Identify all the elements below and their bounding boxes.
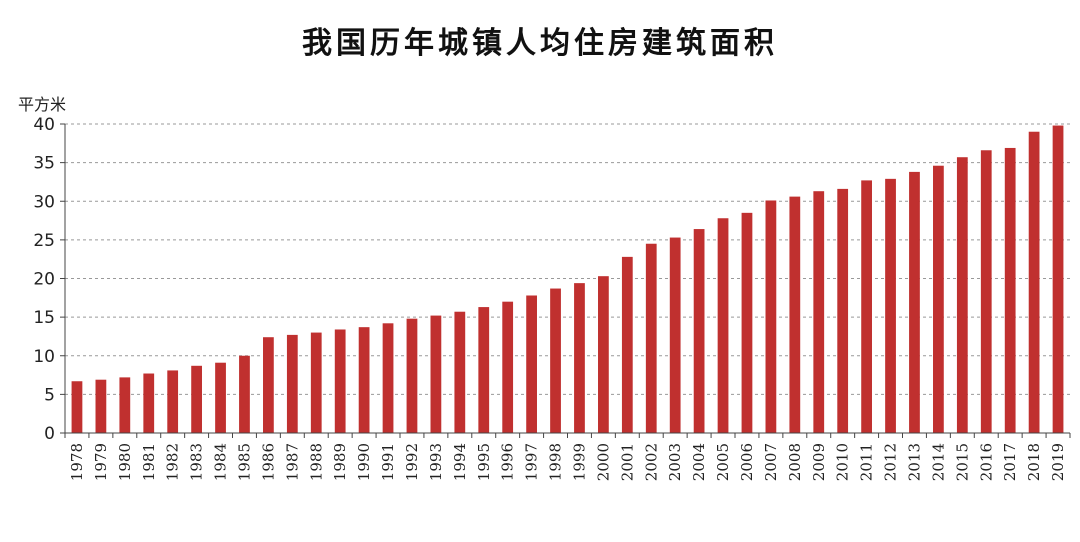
bar-2019 bbox=[1052, 125, 1064, 434]
x-tick-label: 1998 bbox=[547, 443, 565, 481]
y-tick-label: 30 bbox=[33, 192, 55, 212]
bar-2009 bbox=[813, 191, 825, 433]
x-tick-label: 1996 bbox=[499, 443, 517, 481]
bar-1995 bbox=[478, 307, 490, 433]
x-tick-label: 1979 bbox=[92, 443, 110, 481]
bar-2012 bbox=[885, 178, 896, 433]
bar-1998 bbox=[550, 288, 561, 433]
bar-2017 bbox=[1004, 147, 1016, 433]
bar-1979 bbox=[95, 379, 107, 433]
x-tick-label: 1987 bbox=[283, 443, 301, 481]
x-tick-label: 2001 bbox=[618, 443, 636, 481]
x-tick-label: 2006 bbox=[738, 443, 756, 481]
x-tick-label: 2017 bbox=[1001, 443, 1019, 481]
x-tick-label: 1995 bbox=[475, 443, 493, 481]
x-tick-label: 1978 bbox=[68, 443, 86, 481]
y-tick-label: 5 bbox=[44, 385, 55, 405]
x-tick-label: 2007 bbox=[762, 443, 780, 481]
x-tick-label: 1988 bbox=[307, 443, 325, 481]
bar-1996 bbox=[502, 301, 514, 433]
x-tick-label: 2014 bbox=[929, 443, 947, 481]
bar-1990 bbox=[358, 327, 370, 433]
bar-2001 bbox=[621, 256, 633, 433]
bar-2000 bbox=[598, 276, 609, 433]
x-tick-label: 2002 bbox=[642, 443, 660, 481]
bar-1982 bbox=[167, 370, 179, 433]
bar-2018 bbox=[1028, 131, 1040, 433]
x-tick-label: 2011 bbox=[858, 443, 876, 481]
x-tick-label: 2019 bbox=[1049, 443, 1067, 481]
bar-2014 bbox=[933, 165, 944, 433]
x-tick-label: 1993 bbox=[427, 443, 445, 481]
bar-2003 bbox=[669, 237, 681, 433]
bar-1983 bbox=[191, 365, 202, 433]
x-tick-label: 2015 bbox=[953, 443, 971, 481]
bar-1991 bbox=[382, 323, 394, 433]
bar-1986 bbox=[263, 337, 274, 433]
x-tick-label: 2018 bbox=[1025, 443, 1043, 481]
bars bbox=[71, 125, 1064, 434]
x-tick-label: 2003 bbox=[666, 443, 684, 481]
bar-1987 bbox=[286, 334, 298, 433]
x-tick-label: 1999 bbox=[570, 443, 588, 481]
bar-1999 bbox=[574, 283, 585, 433]
x-tick-label: 1986 bbox=[259, 443, 277, 481]
x-tick-label: 1982 bbox=[164, 443, 182, 481]
x-tick-label: 1984 bbox=[212, 443, 230, 481]
x-tick-label: 2016 bbox=[977, 443, 995, 481]
y-tick-label: 35 bbox=[33, 154, 55, 174]
bar-2005 bbox=[717, 218, 729, 433]
bar-1981 bbox=[143, 373, 155, 433]
x-tick-label: 2009 bbox=[810, 443, 828, 481]
x-tick-label: 2004 bbox=[690, 443, 708, 481]
bar-1980 bbox=[119, 377, 131, 433]
x-tick-label: 2005 bbox=[714, 443, 732, 481]
x-tick-label: 1997 bbox=[523, 443, 541, 481]
x-tick-label: 1992 bbox=[403, 443, 421, 481]
x-axis-ticks: 1978 1979 1980 1981 1982 1983 1984 1985 1986 1987… bbox=[64, 433, 1071, 481]
x-tick-label: 1989 bbox=[331, 443, 349, 481]
bar-2006 bbox=[741, 212, 753, 433]
x-tick-label: 1983 bbox=[188, 443, 206, 481]
x-tick-label: 1990 bbox=[355, 443, 373, 481]
bar-2007 bbox=[765, 200, 777, 433]
bar-1993 bbox=[430, 315, 442, 433]
y-tick-label: 0 bbox=[44, 424, 55, 444]
x-tick-label: 2010 bbox=[834, 443, 852, 481]
bar-1994 bbox=[454, 311, 466, 433]
y-tick-label: 15 bbox=[33, 308, 55, 328]
x-tick-label: 1985 bbox=[235, 443, 253, 481]
x-tick-label: 2013 bbox=[905, 443, 923, 481]
bar-1984 bbox=[215, 362, 226, 433]
y-tick-label: 10 bbox=[33, 347, 55, 367]
bar-2008 bbox=[789, 196, 801, 433]
x-tick-label: 2012 bbox=[882, 443, 900, 481]
bar-2013 bbox=[909, 171, 920, 433]
x-tick-label: 2008 bbox=[786, 443, 804, 481]
bar-2016 bbox=[980, 150, 992, 433]
x-tick-label: 1994 bbox=[451, 443, 469, 481]
x-tick-label: 2000 bbox=[594, 443, 612, 481]
bar-1978 bbox=[71, 381, 83, 433]
bar-1985 bbox=[239, 355, 250, 433]
bar-1988 bbox=[310, 332, 322, 433]
y-tick-label: 25 bbox=[33, 231, 55, 251]
bar-1989 bbox=[334, 329, 346, 433]
bar-2010 bbox=[837, 188, 849, 433]
bar-2004 bbox=[693, 229, 705, 433]
x-tick-label: 1991 bbox=[379, 443, 397, 481]
chart-title: 我国历年城镇人均住房建筑面积 bbox=[302, 26, 778, 61]
bar-2015 bbox=[956, 157, 968, 433]
bar-2011 bbox=[861, 180, 872, 433]
x-tick-label: 1981 bbox=[140, 443, 158, 481]
bar-2002 bbox=[645, 243, 657, 433]
x-tick-label: 1980 bbox=[116, 443, 134, 481]
y-tick-label: 40 bbox=[33, 115, 55, 135]
bar-1997 bbox=[526, 295, 537, 433]
y-axis-unit: 平方米 bbox=[18, 95, 66, 114]
bar-1992 bbox=[406, 318, 418, 433]
y-axis-ticks: 0 5 10 15 20 25 30 35 40 bbox=[33, 115, 65, 444]
y-tick-label: 20 bbox=[33, 270, 55, 290]
